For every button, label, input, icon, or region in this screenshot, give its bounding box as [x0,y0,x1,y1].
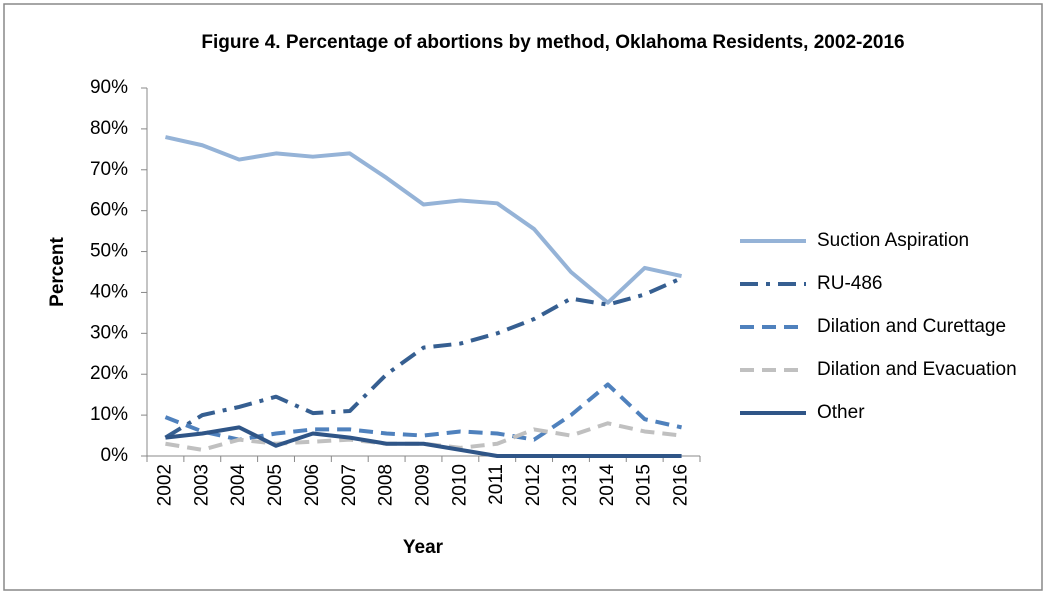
x-tick-label: 2011 [486,464,507,505]
x-tick-label: 2005 [265,464,286,506]
chart-title: Figure 4. Percentage of abortions by met… [201,32,904,53]
y-axis-title: Percent [47,236,68,306]
x-tick-label: 2013 [560,464,581,506]
legend-label: Suction Aspiration [817,230,969,251]
legend-label: RU-486 [817,273,882,294]
y-tick-label: 40% [90,281,128,302]
y-tick-label: 60% [90,200,128,221]
legend-label: Dilation and Curettage [817,316,1006,337]
x-axis-title: Year [403,537,444,558]
y-tick-label: 20% [90,363,128,384]
x-tick-label: 2014 [597,464,618,507]
y-tick-label: 70% [90,159,128,180]
series-line [165,425,682,458]
x-tick-label: 2006 [302,464,323,506]
y-tick-label: 30% [90,322,128,343]
x-tick-label: 2003 [191,464,212,506]
legend-label: Dilation and Evacuation [817,359,1017,380]
y-tick-label: 10% [90,404,128,425]
y-tick-label: 90% [90,77,128,98]
x-tick-label: 2004 [228,464,249,507]
x-tick-label: 2015 [634,464,655,506]
chart-border [3,3,1043,591]
series-line [164,382,683,442]
x-tick-label: 2010 [449,464,470,506]
series-line [164,135,683,305]
y-tick-label: 80% [90,118,128,139]
legend-label: Other [817,402,865,423]
x-tick-label: 2009 [413,464,434,506]
y-tick-label: 50% [90,241,128,262]
series-line [164,276,683,440]
x-tick-label: 2016 [671,464,692,506]
y-tick-label: 0% [101,445,129,466]
x-tick-label: 2012 [523,464,544,506]
x-tick-label: 2002 [154,464,175,506]
x-tick-label: 2008 [376,464,397,506]
x-tick-label: 2007 [339,464,360,506]
